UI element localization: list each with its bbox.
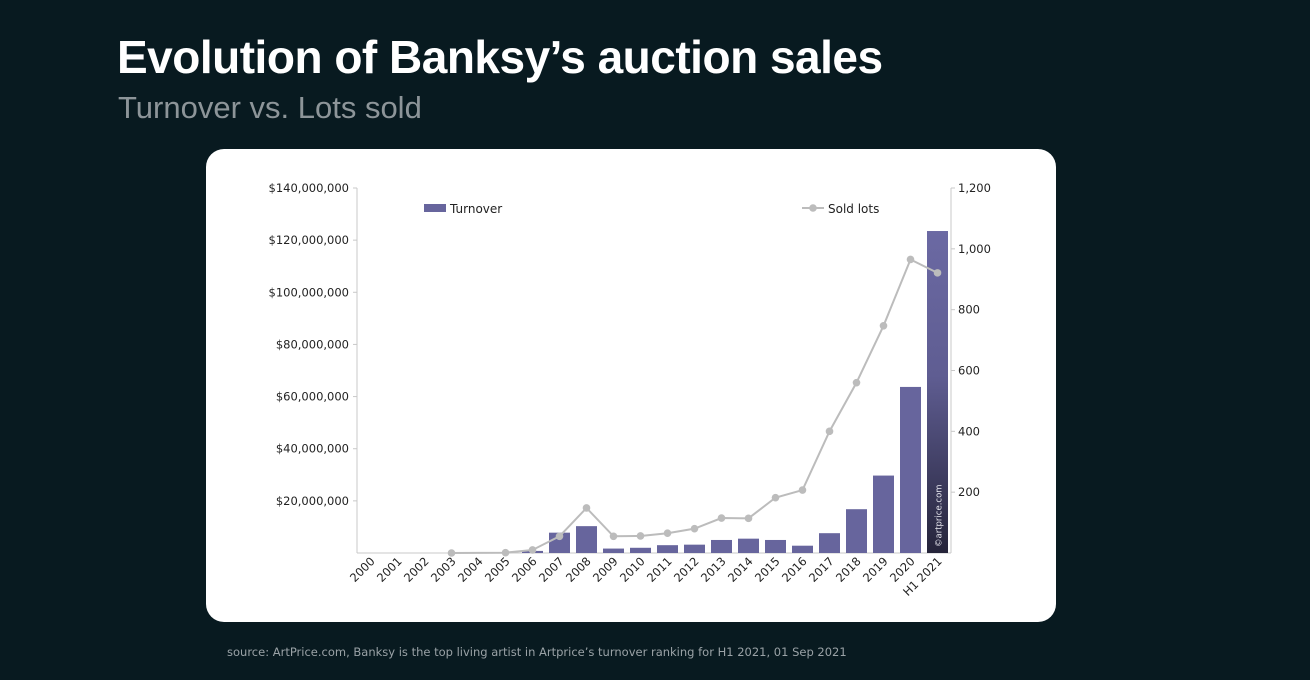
x-axis-tick-label: 2016: [779, 554, 810, 585]
legend-turnover-swatch: [424, 204, 446, 212]
x-axis-tick-label: 2006: [509, 554, 540, 585]
turnover-bar: [927, 231, 948, 553]
sold-lots-point: [690, 524, 699, 533]
right-axis-tick-label: 600: [958, 364, 980, 378]
sold-lots-point: [852, 378, 861, 387]
sold-lots-point: [744, 514, 753, 523]
x-axis-tick-label: 2018: [833, 554, 864, 585]
right-axis-tick-label: 1,000: [958, 242, 991, 256]
sold-lots-point: [501, 548, 510, 557]
left-axis-tick-label: $120,000,000: [269, 233, 349, 247]
left-axis-tick-label: $40,000,000: [276, 442, 349, 456]
x-axis-tick-label: 2011: [644, 554, 675, 585]
turnover-bar: [603, 548, 624, 553]
sold-lots-point: [663, 529, 672, 538]
x-axis-tick-label: 2017: [806, 554, 837, 585]
left-axis-tick-label: $20,000,000: [276, 494, 349, 508]
left-axis-tick-label: $60,000,000: [276, 390, 349, 404]
turnover-bar: [900, 386, 921, 553]
x-axis-tick-label: 2005: [482, 554, 513, 585]
sold-lots-point: [609, 532, 618, 541]
x-axis-tick-label: 2003: [428, 554, 459, 585]
source-note: source: ArtPrice.com, Banksy is the top …: [227, 645, 847, 659]
sold-lots-polyline: [451, 258, 938, 554]
x-axis-tick-label: 2010: [617, 554, 648, 585]
left-axis-tick-label: $140,000,000: [269, 181, 349, 195]
x-axis-tick-label: 2012: [671, 554, 702, 585]
turnover-bars: [522, 231, 948, 553]
turnover-bar: [630, 547, 651, 553]
x-axis-tick-label: 2009: [590, 554, 621, 585]
turnover-bar: [792, 545, 813, 553]
chart-axes: [353, 187, 955, 554]
sold-lots-point: [879, 321, 888, 330]
left-axis-tick-label: $80,000,000: [276, 337, 349, 351]
artprice-watermark: ©artprice.com: [935, 484, 945, 547]
right-axis-tick-label: 800: [958, 303, 980, 317]
x-axis-tick-label: 2015: [752, 554, 783, 585]
x-axis-tick-label: 2001: [374, 554, 405, 585]
x-axis-tick-label: 2008: [563, 554, 594, 585]
legend-sold-lots-swatch-point: [809, 204, 817, 212]
sold-lots-point: [798, 486, 807, 494]
right-axis-tick-label: 400: [958, 424, 980, 438]
sold-lots-point: [933, 269, 942, 277]
left-axis-tick-label: $100,000,000: [269, 285, 349, 299]
turnover-bar: [846, 509, 867, 553]
x-axis-tick-label: 2014: [725, 554, 756, 585]
sold-lots-point: [447, 549, 456, 557]
sold-lots-point: [906, 255, 915, 264]
sold-lots-point: [825, 427, 834, 436]
sold-lots-point: [717, 514, 726, 522]
page-subtitle: Turnover vs. Lots sold: [118, 90, 422, 125]
turnover-bar: [711, 539, 732, 553]
x-axis-tick-label: 2004: [455, 554, 486, 585]
sold-lots-point: [636, 532, 645, 540]
sold-lots-line: [447, 255, 942, 557]
legend-sold-lots-label: Sold lots: [828, 202, 879, 216]
turnover-bar: [873, 475, 894, 553]
x-axis-tick-label: 2013: [698, 554, 729, 585]
sold-lots-point: [528, 546, 537, 554]
chart: $20,000,000 $40,000,000 $60,000,000 $80,000…: [269, 181, 991, 599]
turnover-bar: [684, 544, 705, 553]
turnover-bar: [576, 526, 597, 553]
turnover-bar: [738, 538, 759, 553]
page-title: Evolution of Banksy’s auction sales: [117, 31, 883, 83]
turnover-bar: [765, 539, 786, 553]
turnover-bar: [549, 532, 570, 553]
right-axis-tick-label: 200: [958, 485, 980, 499]
sold-lots-point: [771, 493, 780, 502]
x-axis-tick-label: 2007: [536, 554, 567, 585]
turnover-bar: [657, 545, 678, 553]
legend-turnover-label: Turnover: [449, 202, 502, 216]
chart-legend: Turnover Sold lots: [424, 202, 879, 216]
x-axis-tick-label: 2000: [347, 554, 378, 585]
x-axis-tick-label: 2019: [860, 554, 891, 585]
sold-lots-point: [582, 504, 591, 512]
right-axis-tick-label: 1,200: [958, 181, 991, 195]
x-axis-tick-label: 2002: [401, 554, 432, 585]
turnover-bar: [819, 533, 840, 553]
sold-lots-point: [555, 532, 564, 541]
chart-card: $20,000,000 $40,000,000 $60,000,000 $80,000…: [206, 149, 1056, 622]
